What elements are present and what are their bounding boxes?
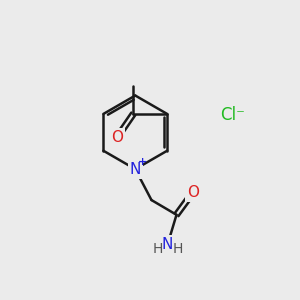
Text: O: O — [111, 130, 123, 145]
Text: O: O — [187, 185, 199, 200]
Text: N: N — [162, 237, 173, 252]
Text: H: H — [152, 242, 163, 256]
Text: Cl⁻: Cl⁻ — [220, 106, 245, 124]
Text: +: + — [138, 157, 147, 167]
Text: N: N — [130, 162, 141, 177]
Text: H: H — [173, 242, 183, 256]
